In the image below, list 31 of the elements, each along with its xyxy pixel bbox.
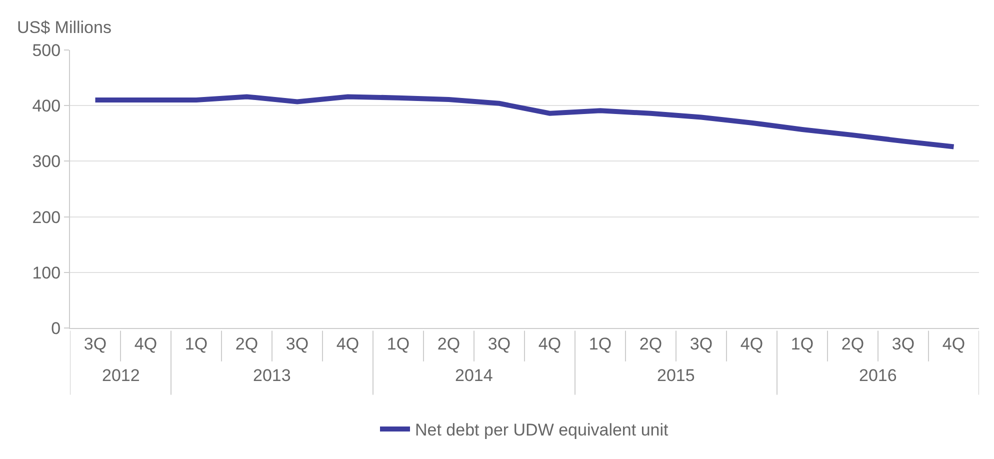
x-tick-label: 4Q: [942, 334, 966, 354]
x-tick-label: 3Q: [286, 334, 309, 354]
x-tick-label: 1Q: [790, 334, 814, 354]
y-tick-label: 100: [32, 263, 61, 282]
y-tick-label: 200: [32, 208, 61, 227]
text: 2012: [102, 366, 140, 385]
x-tick-label: 4Q: [134, 334, 158, 354]
y-tick-label: 500: [32, 40, 61, 60]
x-tick-label: 4Q: [336, 334, 360, 354]
x-tick-label: 4Q: [740, 334, 764, 354]
x-tick-label: 2Q: [841, 334, 864, 354]
x-tick-label: 2Q: [639, 334, 662, 354]
x-tick-label: 1Q: [588, 334, 612, 354]
x-tick-label: 1Q: [184, 334, 208, 354]
y-tick-label: 300: [32, 152, 61, 172]
x-tick-label: 1Q: [386, 334, 410, 354]
x-tick-label: 3Q: [488, 334, 511, 354]
text: 2016: [859, 366, 897, 385]
x-tick-label: 3Q: [690, 334, 713, 354]
y-tick-label: 0: [51, 318, 61, 338]
x-tick-label: 3Q: [84, 334, 107, 354]
x-tick-label: 3Q: [892, 334, 915, 354]
legend-label: Net debt per UDW equivalent unit: [415, 420, 669, 440]
text: 2015: [657, 366, 695, 385]
text: 2014: [455, 366, 493, 385]
x-tick-label: 2Q: [235, 334, 258, 354]
text: 2013: [253, 366, 291, 385]
y-tick-label: 400: [32, 96, 61, 116]
y-axis-title: US$ Millions: [17, 18, 112, 37]
x-tick-label: 2Q: [437, 334, 460, 354]
x-tick-label: 4Q: [538, 334, 562, 354]
